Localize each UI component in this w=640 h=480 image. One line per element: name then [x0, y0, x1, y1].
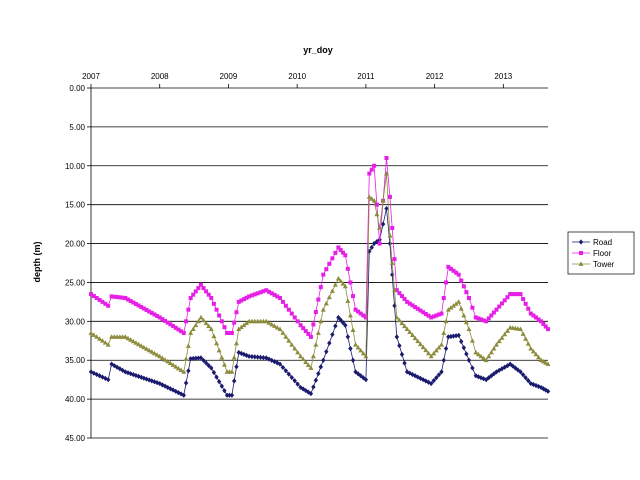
- data-point: [462, 284, 466, 288]
- data-point: [546, 327, 550, 331]
- data-point: [278, 296, 282, 300]
- legend-marker-floor: [579, 251, 583, 255]
- data-point: [467, 296, 471, 300]
- legend: Road Floor Tower: [568, 232, 634, 274]
- y-tick-label: 15.00: [65, 201, 86, 210]
- data-point: [215, 308, 219, 312]
- data-point: [309, 335, 313, 339]
- data-point: [372, 164, 376, 168]
- data-point: [370, 168, 374, 172]
- data-point: [217, 314, 221, 318]
- data-point: [220, 319, 224, 323]
- legend-label-tower: Tower: [593, 260, 615, 269]
- data-point: [442, 296, 446, 300]
- data-point: [439, 312, 443, 316]
- y-tick-label: 40.00: [65, 395, 86, 404]
- x-axis-title: yr_doy: [303, 45, 333, 55]
- data-point: [296, 319, 300, 323]
- x-tick-label: 2013: [494, 72, 512, 81]
- data-point: [348, 280, 352, 284]
- data-point: [287, 308, 291, 312]
- legend-label-road: Road: [593, 238, 612, 247]
- data-point: [459, 279, 463, 283]
- x-tick-label: 2010: [288, 72, 306, 81]
- y-tick-label: 45.00: [65, 434, 86, 443]
- data-point: [319, 285, 323, 289]
- x-tick-label: 2008: [151, 72, 169, 81]
- data-point: [311, 322, 315, 326]
- x-tick-label: 2011: [357, 72, 375, 81]
- x-tick-label: 2009: [220, 72, 238, 81]
- data-point: [393, 257, 397, 261]
- data-point: [324, 267, 328, 271]
- y-tick-label: 5.00: [69, 123, 85, 132]
- depth-line-chart: yr_doy depth (m) 0.00 5.00 10.00 15.00 20.00…: [0, 0, 640, 480]
- data-point: [186, 308, 190, 312]
- data-point: [106, 304, 110, 308]
- x-tick-label: 2007: [82, 72, 100, 81]
- data-point: [222, 325, 226, 329]
- data-point: [444, 280, 448, 284]
- y-tick-label: 35.00: [65, 356, 86, 365]
- data-point: [212, 302, 216, 306]
- data-point: [519, 292, 523, 296]
- data-point: [470, 306, 474, 310]
- y-tick-label: 30.00: [65, 317, 86, 326]
- y-tick-label: 10.00: [65, 162, 86, 171]
- data-point: [457, 273, 461, 277]
- data-point: [333, 251, 337, 255]
- data-point: [526, 307, 530, 311]
- data-point: [388, 195, 392, 199]
- data-point: [330, 256, 334, 260]
- data-point: [232, 321, 236, 325]
- x-tick-label: 2012: [426, 72, 444, 81]
- data-point: [316, 298, 320, 302]
- data-point: [464, 290, 468, 294]
- data-point: [182, 331, 186, 335]
- data-point: [234, 310, 238, 314]
- legend-label-floor: Floor: [593, 249, 612, 258]
- data-point: [343, 253, 347, 257]
- data-point: [524, 302, 528, 306]
- data-point: [385, 156, 389, 160]
- data-point: [284, 304, 288, 308]
- y-axis-title: depth (m): [32, 242, 42, 283]
- data-point: [293, 315, 297, 319]
- y-tick-label: 25.00: [65, 278, 86, 287]
- data-point: [290, 312, 294, 316]
- data-point: [184, 319, 188, 323]
- data-point: [314, 310, 318, 314]
- data-point: [390, 226, 394, 230]
- data-point: [321, 273, 325, 277]
- y-tick-label: 20.00: [65, 240, 86, 249]
- y-tick-label: 0.00: [69, 84, 85, 93]
- data-point: [327, 262, 331, 266]
- data-point: [364, 315, 368, 319]
- data-point: [521, 297, 525, 301]
- data-point: [351, 294, 355, 298]
- data-point: [230, 331, 234, 335]
- data-point: [367, 172, 371, 176]
- data-point: [281, 300, 285, 304]
- data-point: [378, 242, 382, 246]
- data-point: [209, 296, 213, 300]
- data-point: [346, 267, 350, 271]
